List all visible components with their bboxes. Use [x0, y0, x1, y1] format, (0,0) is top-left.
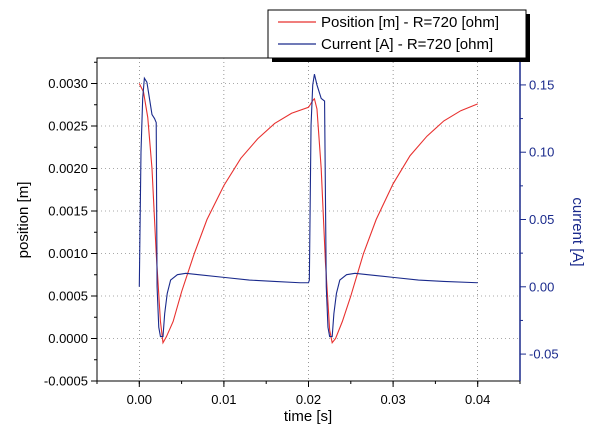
y-right-tick-label: 0.15 [529, 77, 554, 92]
x-axis-label: time [s] [284, 408, 332, 425]
x-axis: 0.00 0.01 0.02 0.03 0.04 [96, 381, 521, 407]
y-left-tick-label: 0.0030 [48, 76, 88, 91]
x-tick-label: 0.02 [296, 392, 321, 407]
y-left-tick-label: 0.0015 [48, 204, 88, 219]
y-left-tick-label: 0.0005 [48, 289, 88, 304]
legend-label-current: Current [A] - R=720 [ohm] [321, 36, 493, 53]
x-tick-label: 0.00 [127, 392, 152, 407]
right-y-axis: -0.05 0.00 0.05 0.10 0.15 [520, 77, 559, 362]
legend-label-position: Position [m] - R=720 [ohm] [321, 14, 499, 31]
legend: Position [m] - R=720 [ohm] Current [A] -… [267, 9, 530, 62]
plot-area [96, 57, 521, 382]
x-tick-label: 0.01 [211, 392, 236, 407]
y-left-tick-label: 0.0010 [48, 246, 88, 261]
left-y-axis: -0.0005 0.0000 0.0005 0.0010 0.0015 0.0020 0.0… [44, 61, 97, 389]
grid-lines [97, 58, 520, 381]
y-right-tick-label: 0.00 [529, 279, 554, 294]
x-tick-label: 0.04 [465, 392, 490, 407]
y-right-tick-label: -0.05 [529, 347, 559, 362]
y-left-tick-label: 0.0000 [48, 331, 88, 346]
x-tick-label: 0.03 [380, 392, 405, 407]
right-y-axis-label: current [A] [569, 197, 586, 266]
current-series-line [138, 74, 478, 338]
y-left-tick-label: 0.0020 [48, 161, 88, 176]
left-y-axis-label: position [m] [15, 182, 32, 259]
position-series-line [138, 83, 478, 345]
y-right-tick-label: 0.10 [529, 145, 554, 160]
y-left-tick-label: 0.0025 [48, 119, 88, 134]
y-right-tick-label: 0.05 [529, 212, 554, 227]
y-left-tick-label: -0.0005 [44, 374, 88, 389]
